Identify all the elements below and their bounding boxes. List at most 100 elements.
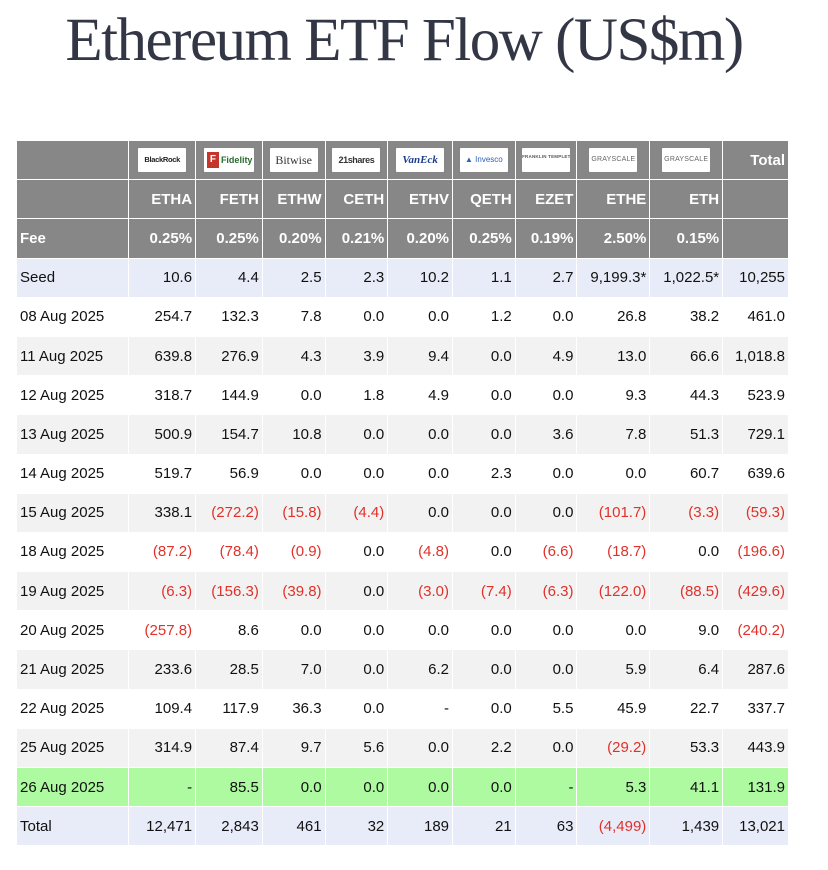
flow-cell: 26.8 <box>576 296 651 337</box>
flow-cell: (3.0) <box>387 571 454 612</box>
ticker-header: ETHV <box>387 179 454 220</box>
flow-cell: 9.7 <box>261 727 326 769</box>
flow-cell: 0.0 <box>514 610 578 651</box>
row-label: 15 Aug 2025 <box>15 492 130 533</box>
ticker-header: EZET <box>514 179 578 220</box>
fee-cell: 0.20% <box>387 218 454 259</box>
flow-cell: 0.0 <box>387 610 454 651</box>
row-label: 26 Aug 2025 <box>15 766 130 808</box>
flow-cell: 2,843 <box>195 806 263 847</box>
ticker-row-label <box>15 179 130 220</box>
row-label: 22 Aug 2025 <box>15 688 130 729</box>
flow-cell: 9.4 <box>387 335 454 377</box>
fee-cell: 2.50% <box>576 218 651 259</box>
vaneck-logo: VanEck <box>396 148 445 173</box>
flow-cell: 132.3 <box>195 296 263 337</box>
table-row: 11 Aug 2025 639.8 276.9 4.3 3.9 9.4 0.0 4.9 13.0… <box>15 335 789 377</box>
flow-cell: (4,499) <box>576 806 651 847</box>
flow-cell: 36.3 <box>261 688 326 729</box>
fee-cell: 0.25% <box>195 218 263 259</box>
ticker-header: ETHW <box>261 179 326 220</box>
row-total-cell: 10,255 <box>722 257 789 298</box>
flow-cell: 117.9 <box>195 688 263 729</box>
flow-cell: 0.0 <box>514 727 578 769</box>
table-row: 14 Aug 2025 519.7 56.9 0.0 0.0 0.0 2.3 0.0 0.0 60… <box>15 453 789 494</box>
flow-cell: 0.0 <box>261 766 326 808</box>
flow-cell: 7.8 <box>261 296 326 337</box>
flow-cell: 21 <box>452 806 516 847</box>
flow-cell: 0.0 <box>452 766 516 808</box>
row-total-cell: 1,018.8 <box>722 335 789 377</box>
ticker-header-total <box>722 179 789 220</box>
flow-cell: 0.0 <box>576 610 651 651</box>
flow-cell: 2.3 <box>324 257 389 298</box>
flow-cell: 85.5 <box>195 766 263 808</box>
flow-rows: Seed 10.6 4.4 2.5 2.3 10.2 1.1 2.7 9,199.3* 1,022… <box>15 257 789 847</box>
flow-cell: 28.5 <box>195 649 263 690</box>
flow-cell: 0.0 <box>387 453 454 494</box>
row-total-cell: 443.9 <box>722 727 789 769</box>
row-label: 12 Aug 2025 <box>15 375 130 416</box>
flow-cell: (156.3) <box>195 571 263 612</box>
flow-cell: (272.2) <box>195 492 263 533</box>
flow-cell: 2.3 <box>452 453 516 494</box>
fidelity-logo: F Fidelity <box>203 148 254 173</box>
fee-cell: 0.20% <box>261 218 326 259</box>
flow-cell: (122.0) <box>576 571 651 612</box>
grayscale-logo: GRAYSCALE <box>662 148 711 173</box>
flow-cell: 32 <box>324 806 389 847</box>
grayscale-logo: GRAYSCALE <box>589 148 638 173</box>
table-row: 08 Aug 2025 254.7 132.3 7.8 0.0 0.0 1.2 0.0 26.8… <box>15 296 789 337</box>
flow-cell: 0.0 <box>452 649 516 690</box>
flow-cell: 0.0 <box>452 335 516 377</box>
flow-cell: 0.0 <box>387 766 454 808</box>
row-label: Seed <box>15 257 130 298</box>
row-total-cell: 131.9 <box>722 766 789 808</box>
ticker-header: ETHE <box>576 179 651 220</box>
fee-label: Fee <box>15 218 130 259</box>
fee-cell: 0.19% <box>514 218 578 259</box>
flow-cell: 189 <box>387 806 454 847</box>
flow-cell: 4.4 <box>195 257 263 298</box>
ticker-header: CETH <box>324 179 389 220</box>
flow-cell: 7.0 <box>261 649 326 690</box>
flow-cell: 0.0 <box>324 766 389 808</box>
flow-cell: 0.0 <box>324 414 389 455</box>
flow-cell: 87.4 <box>195 727 263 769</box>
flow-cell: - <box>387 688 454 729</box>
flow-cell: 0.0 <box>452 375 516 416</box>
blackrock-logo: BlackRock <box>138 148 187 173</box>
row-total-cell: (240.2) <box>722 610 789 651</box>
flow-cell: 9.3 <box>576 375 651 416</box>
flow-cell: 2.5 <box>261 257 326 298</box>
flow-cell: 144.9 <box>195 375 263 416</box>
flow-cell: 8.6 <box>195 610 263 651</box>
row-label: 08 Aug 2025 <box>15 296 130 337</box>
flow-cell: 254.7 <box>128 296 197 337</box>
flow-cell: 0.0 <box>261 453 326 494</box>
flow-cell: 2.2 <box>452 727 516 769</box>
row-label: 14 Aug 2025 <box>15 453 130 494</box>
row-total-cell: 461.0 <box>722 296 789 337</box>
flow-cell: 3.9 <box>324 335 389 377</box>
table-row: 13 Aug 2025 500.9 154.7 10.8 0.0 0.0 0.0 3.6 7.8… <box>15 414 789 455</box>
flow-cell: 0.0 <box>514 649 578 690</box>
flow-cell: 0.0 <box>452 610 516 651</box>
flow-cell: 5.6 <box>324 727 389 769</box>
flow-cell: 45.9 <box>576 688 651 729</box>
flow-cell: 109.4 <box>128 688 197 729</box>
flow-cell: 500.9 <box>128 414 197 455</box>
invesco-logo: ▲ Invesco <box>459 148 508 173</box>
flow-cell: (87.2) <box>128 531 197 573</box>
row-total-cell: 639.6 <box>722 453 789 494</box>
flow-cell: 154.7 <box>195 414 263 455</box>
flow-cell: 0.0 <box>261 610 326 651</box>
ticker-header: QETH <box>452 179 516 220</box>
flow-cell: (6.3) <box>128 571 197 612</box>
flow-cell: 233.6 <box>128 649 197 690</box>
flow-cell: (257.8) <box>128 610 197 651</box>
corner-cell <box>15 139 130 181</box>
row-total-cell: 13,021 <box>722 806 789 847</box>
flow-cell: 51.3 <box>649 414 724 455</box>
flow-cell: 41.1 <box>649 766 724 808</box>
